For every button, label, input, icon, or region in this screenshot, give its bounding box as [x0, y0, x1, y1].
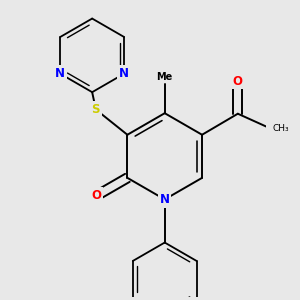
Text: S: S [92, 103, 100, 116]
Text: Me: Me [157, 72, 173, 82]
Text: N: N [55, 67, 65, 80]
Text: N: N [160, 193, 170, 206]
Text: N: N [119, 67, 129, 80]
Text: O: O [233, 75, 243, 88]
Text: CH₃: CH₃ [272, 124, 289, 133]
Text: O: O [92, 189, 101, 202]
